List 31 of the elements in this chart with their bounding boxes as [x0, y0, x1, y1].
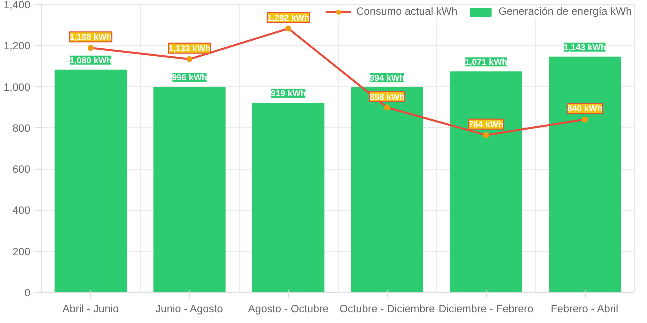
y-tick-label: 200 [12, 246, 31, 258]
data-label: 898 kWh [370, 92, 405, 102]
x-tick-label: Diciembre - Febrero [438, 304, 534, 316]
legend-label: Generación de energía kWh [498, 6, 632, 18]
y-tick-label: 800 [12, 122, 31, 135]
data-label: 1,133 kWh [168, 43, 211, 54]
y-tick-label: 1,200 [4, 40, 31, 53]
y-tick-label: 400 [12, 205, 31, 218]
y-tick-label: 1,400 [4, 0, 31, 12]
data-label: 1,071 kWh [465, 57, 508, 68]
bar [450, 72, 522, 292]
y-tick-label: 0 [24, 288, 31, 300]
x-tick-label: Agosto - Octubre [248, 304, 329, 316]
data-label: 1,282 kWh [267, 12, 310, 23]
data-label: 764 kWh [468, 119, 504, 130]
bar [252, 102, 325, 292]
bar [549, 56, 622, 292]
bar [154, 87, 226, 292]
x-tick-label: Octubre - Diciembre [340, 304, 436, 316]
y-tick-label: 1,000 [4, 82, 31, 94]
x-tick-label: Abril - Junio [62, 304, 120, 316]
y-tick-label: 600 [12, 164, 31, 176]
bar [351, 88, 424, 292]
bar [54, 70, 127, 292]
data-label: 1,188 kWh [70, 32, 112, 42]
data-label: 1,080 kWh [70, 55, 112, 66]
legend-label: Consumo actual kWh [356, 6, 458, 18]
x-tick-label: Junio - Agosto [156, 304, 224, 316]
x-tick-label: Febrero - Abril [551, 304, 619, 316]
data-label: 840 kWh [568, 104, 603, 114]
data-label: 996 kWh [172, 72, 208, 83]
